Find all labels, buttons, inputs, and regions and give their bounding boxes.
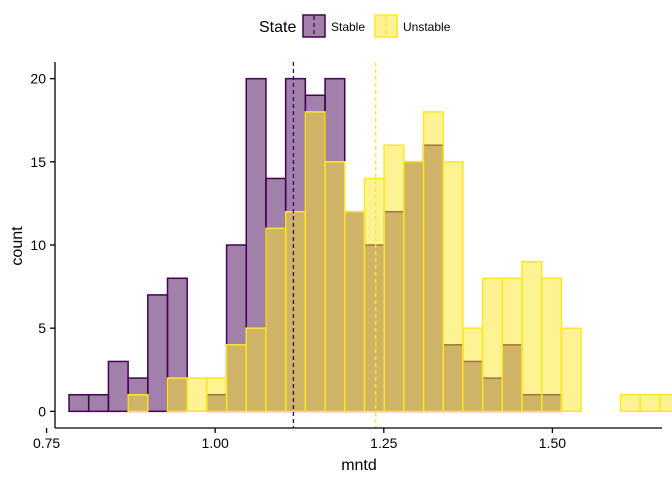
bar-unstable-18 bbox=[422, 111, 444, 413]
legend-item-unstable: Unstable bbox=[374, 14, 451, 38]
bar-unstable-15 bbox=[363, 177, 385, 413]
legend-label-stable: Stable bbox=[331, 20, 365, 34]
legend-label-unstable: Unstable bbox=[403, 20, 451, 34]
y-tick-label-3: 15 bbox=[30, 154, 46, 170]
y-tick-label-1: 5 bbox=[38, 320, 46, 336]
y-tick-label-2: 10 bbox=[30, 237, 46, 253]
x-tick-label-2: 1.25 bbox=[370, 435, 397, 451]
y-tick-label-0: 0 bbox=[38, 403, 46, 419]
bar-unstable-6 bbox=[186, 377, 208, 413]
bar-unstable-16 bbox=[383, 144, 405, 413]
bar-unstable-21 bbox=[481, 277, 504, 413]
bar-unstable-9 bbox=[245, 327, 267, 413]
bar-unstable-29 bbox=[639, 393, 661, 413]
bar-unstable-24 bbox=[540, 277, 563, 413]
x-tick-label-1: 1.00 bbox=[202, 435, 229, 451]
bar-unstable-7 bbox=[206, 377, 228, 413]
x-tick-label-0: 0.75 bbox=[33, 435, 60, 451]
bar-unstable-12 bbox=[304, 111, 326, 413]
axes: 0.75 1.00 1.25 1.50 0 5 10 15 20 bbox=[30, 62, 662, 451]
bar-unstable-20 bbox=[462, 327, 484, 413]
bar-stable-0 bbox=[68, 393, 90, 413]
bar-unstable-11 bbox=[284, 210, 307, 413]
bar-unstable-23 bbox=[521, 260, 543, 413]
legend: State Stable Unstable bbox=[259, 14, 451, 38]
legend-title: State bbox=[259, 19, 296, 36]
x-tick-label-3: 1.50 bbox=[539, 435, 566, 451]
bars-layer bbox=[68, 77, 672, 413]
bar-unstable-17 bbox=[403, 161, 425, 413]
series-unstable bbox=[127, 111, 672, 413]
bar-unstable-13 bbox=[324, 161, 346, 413]
bar-unstable-8 bbox=[225, 344, 248, 413]
bar-unstable-30 bbox=[659, 393, 672, 413]
bar-stable-1 bbox=[87, 393, 110, 413]
x-axis-label: mntd bbox=[341, 457, 377, 474]
bar-unstable-3 bbox=[127, 393, 149, 413]
bar-unstable-10 bbox=[265, 227, 287, 413]
mean-lines bbox=[292, 62, 377, 428]
bar-unstable-22 bbox=[501, 277, 523, 413]
bar-unstable-28 bbox=[619, 393, 641, 413]
bar-stable-4 bbox=[147, 294, 169, 413]
legend-item-stable: Stable bbox=[302, 14, 365, 38]
bar-unstable-19 bbox=[442, 161, 464, 413]
bar-unstable-5 bbox=[166, 377, 188, 413]
bar-unstable-14 bbox=[343, 210, 366, 413]
bar-stable-2 bbox=[107, 360, 129, 413]
bar-unstable-25 bbox=[560, 327, 582, 413]
y-axis-label: count bbox=[9, 226, 26, 266]
y-tick-label-4: 20 bbox=[30, 71, 46, 87]
